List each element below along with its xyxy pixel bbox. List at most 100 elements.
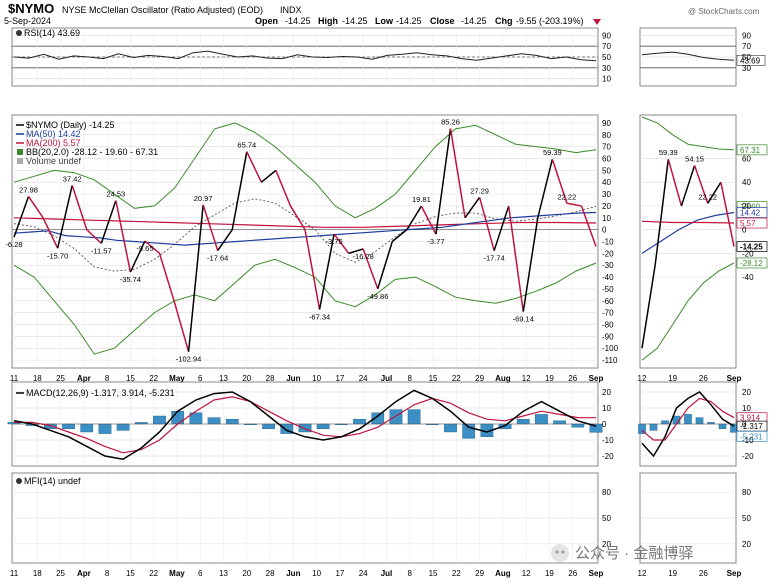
ma200-line [13,217,597,228]
bottom-x-tick-label: 20 [242,569,251,578]
side-macd-line [641,391,735,458]
nymo-callout: -15.70 [47,251,68,260]
y-tick-label: 20 [602,388,611,397]
y-tick-label: 90 [602,119,611,128]
bottom-x-tick-label: Aug [495,569,511,578]
y-tick-label: -70 [602,309,614,318]
y-tick-label: -20 [602,452,614,461]
y-tick-label: 30 [602,190,611,199]
nymo-callout: 27.29 [470,186,489,195]
side-y-tick-label: 20 [742,202,751,211]
close-label: Close [430,16,455,26]
y-tick-label: 90 [602,31,611,40]
bottom-x-tick-label: 28 [266,569,275,578]
side-macd-histogram-bar [718,423,727,430]
bottom-x-tick-label: Sep [589,569,604,578]
nymo-segment [129,240,146,273]
nymo-segment [275,170,292,207]
macd-histogram-bar [80,423,94,433]
nymo-callout: -3.75 [326,237,343,246]
x-tick-label: 22 [149,374,158,383]
chg-label: Chg [495,16,513,26]
nymo-segment [13,196,30,238]
nymo-side-badge [736,144,768,156]
open-label: Open [255,16,278,26]
x-tick-label: 25 [56,374,65,383]
nymo-callout: 59.39 [543,148,562,157]
side-macd-histogram-bar [661,420,669,425]
x-tick-label: 6 [198,374,203,383]
macd-histogram-bar [571,423,585,428]
bb-legend-swatch [17,149,23,155]
macd-line [13,389,597,460]
nymo-segment [115,200,132,273]
nymo-callout: -35.74 [120,275,141,284]
y-tick-label: -40 [602,273,614,282]
bottom-x-tick-label: 25 [56,569,65,578]
nymo-segment [551,158,568,204]
rsi-legend: RSI(14) 43.69 [16,28,80,38]
nymo-segment [260,169,277,183]
y-tick-label: 50 [602,53,611,62]
nymo-segment [449,128,466,218]
macd-legend: MACD(12,26,9) -1.317, 3.914, -5.231 [16,388,175,398]
nymo-side-frame [639,114,737,369]
y-tick-label: 80 [602,488,611,497]
nymo-segment [100,200,117,244]
bottom-x-tick-label: May [169,569,185,578]
volume-legend-text: Volume undef [26,156,82,166]
nymo-segment [420,205,437,235]
nymo-segment [187,204,204,352]
side-x-tick-label: 19 [668,374,677,383]
nymo-segment [231,151,248,230]
bottom-x-tick-label: 15 [429,569,438,578]
nymo-callout: 24.53 [106,190,125,199]
nymo-side-badge-label: 67.31 [740,146,761,155]
y-tick-label: 20 [602,540,611,549]
y-tick-label: -60 [602,297,614,306]
side-y-tick-label: 0 [742,420,747,429]
bb-lower-line [13,258,597,355]
bottom-x-tick-label: 6 [198,569,203,578]
mfi-legend-bullet [16,478,22,484]
macd-histogram-bar [462,423,476,439]
nymo-segment [333,233,350,254]
nymo-segment [348,248,364,255]
brand-footer: 公众号 · 金融博驿 [551,544,693,562]
macd-side-badge-label: -1.317 [740,422,763,431]
x-tick-label: 15 [429,374,438,383]
macd-side-badge-label: -5.231 [740,432,763,441]
low-label: Low [375,16,394,26]
nymo-segment [71,185,88,230]
wechat-icon [551,544,569,562]
side-y-tick-label: 30 [742,64,751,73]
bottom-x-tick-label: 13 [219,569,228,578]
side-macd-histogram-bar [649,423,658,431]
nymo-side-badge [736,257,768,269]
side-y-tick-label: -20 [742,249,754,258]
high-label: High [318,16,338,26]
x-tick-label: 8 [105,374,110,383]
y-tick-label: -50 [602,285,614,294]
nymo-callout: -6.28 [5,240,22,249]
x-tick-label: 13 [219,374,228,383]
nymo-segment [42,217,59,249]
side-y-tick-label: 70 [742,42,751,51]
side-bottom-x-tick-label: 19 [668,569,677,578]
rsi-side-line [641,51,735,61]
side-y-tick-label: 50 [742,53,751,62]
x-tick-label: 24 [359,374,368,383]
macd-histogram-bar [353,419,366,425]
nymo-segment [158,253,175,302]
side-ma50-line [641,211,735,254]
nymo-layer: -6.28 27.98 -15.70 37.42 -11.57 24.53 -35.74 -9… [5,116,768,364]
bottom-x-tick-label: Apr [77,569,91,578]
y-tick-label: -90 [602,332,614,341]
side-macd-histogram-bar [684,414,692,425]
side-y-tick-label: 60 [742,155,751,164]
macd-side-badge-label: 3.914 [740,414,761,423]
macd-histogram-bar [225,419,239,425]
side-bottom-x-tick-label: 12 [638,569,647,578]
y-tick-label: 70 [602,143,611,152]
side-bb-lower-line [641,262,735,361]
